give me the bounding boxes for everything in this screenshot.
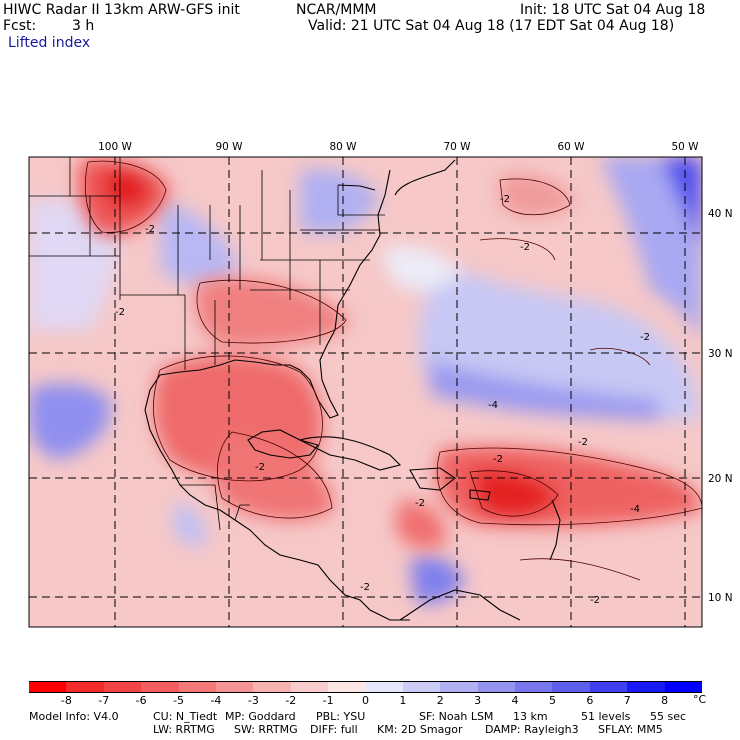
lon-label: 50 W: [671, 141, 699, 153]
contour-label: -2: [115, 307, 125, 318]
colorbar-tick-label: 6: [586, 694, 594, 707]
lat-lon-grid: [29, 157, 702, 627]
contour-label: -2: [255, 462, 265, 473]
colorbar-cell: [440, 681, 479, 693]
colorbar-tick-label: 1: [399, 694, 407, 707]
lat-label: 40 N: [708, 208, 733, 220]
model-info-item: SF: Noah LSM: [419, 710, 494, 723]
latitude-labels: 40 N 30 N 20 N 10 N: [708, 208, 733, 604]
colorbar-cell: [589, 681, 628, 693]
colorbar-cell: [664, 681, 703, 693]
model-info-item: MP: Goddard: [225, 710, 296, 723]
colorbar-tick-label: 7: [623, 694, 631, 707]
colorbar-cell: [253, 681, 292, 693]
forecast-label: Fcst:: [3, 18, 37, 34]
lat-label: 30 N: [708, 348, 733, 360]
init-time: Init: 18 UTC Sat 04 Aug 18: [520, 2, 706, 18]
colorbar-tick-label: 8: [661, 694, 669, 707]
colorbar-cell: [552, 681, 591, 693]
colorbar-cell: [103, 681, 142, 693]
model-info-item: DIFF: full: [310, 723, 358, 736]
colorbar-tick-label: -3: [247, 694, 259, 707]
model-info-item: DAMP: Rayleigh3: [485, 723, 579, 736]
colorbar-cell: [328, 681, 366, 693]
model-info-item: SFLAY: MM5: [598, 723, 663, 736]
colorbar-cell: [178, 681, 217, 693]
colorbar-cell: [627, 681, 666, 693]
map-frame: [28, 156, 703, 628]
longitude-labels: 100 W 90 W 80 W 70 W 60 W 50 W: [98, 141, 699, 153]
coastlines: [144, 159, 561, 621]
colorbar-tick-label: -7: [98, 694, 110, 707]
model-info-item: 13 km: [513, 710, 548, 723]
model-info-item: 51 levels: [581, 710, 631, 723]
model-title: HIWC Radar II 13km ARW-GFS init: [3, 2, 240, 18]
lon-label: 70 W: [443, 141, 471, 153]
org-label: NCAR/MMM: [296, 2, 377, 18]
contour-label: -2: [500, 194, 510, 205]
colorbar-tick-label: 3: [474, 694, 482, 707]
colorbar-tick-label: -8: [60, 694, 72, 707]
colorbar-cell: [215, 681, 254, 693]
model-info-item: LW: RRTMG: [153, 723, 215, 736]
lon-label: 100 W: [98, 141, 132, 153]
lon-label: 90 W: [215, 141, 243, 153]
lon-label: 60 W: [557, 141, 585, 153]
colorbar-tick-label: 2: [436, 694, 444, 707]
model-info-item: SW: RRTMG: [234, 723, 298, 736]
lat-label: 10 N: [708, 592, 733, 604]
model-info-item: KM: 2D Smagor: [377, 723, 463, 736]
colorbar-cell: [515, 681, 553, 693]
model-info-item: 55 sec: [650, 710, 687, 723]
contour-label: -2: [415, 498, 425, 509]
colorbar-tick-label: 4: [511, 694, 519, 707]
field-name: Lifted index: [8, 35, 91, 51]
colorbar-tick-label: -1: [322, 694, 334, 707]
colorbar-tick-label: -6: [135, 694, 147, 707]
colorbar-cell: [477, 681, 516, 693]
contour-label: -2: [520, 242, 530, 253]
map-field-layer: -2 -2 -2 -2 -2 -4 -2 -2 -2 -2 -4 -2 -2: [29, 157, 702, 627]
contour-label: -2: [590, 595, 600, 606]
colorbar-tick-label: 0: [362, 694, 369, 707]
contour-label: -2: [145, 224, 155, 235]
colorbar-tick-label: -4: [210, 694, 222, 707]
colorbar-unit: °C: [693, 693, 707, 706]
colorbar-tick-label: -5: [173, 694, 185, 707]
contour-label: -2: [578, 437, 588, 448]
colorbar-tick-label: -2: [285, 694, 297, 707]
colorbar-cell: [402, 681, 441, 693]
contour-label: -2: [640, 332, 650, 343]
lon-label: 80 W: [329, 141, 357, 153]
model-info-item: PBL: YSU: [316, 710, 366, 723]
state-borders: [29, 157, 385, 531]
valid-time: Valid: 21 UTC Sat 04 Aug 18 (17 EDT Sat …: [308, 18, 675, 34]
contour-label: -4: [630, 504, 640, 515]
colorbar-cell: [29, 681, 67, 693]
contour-label: -2: [360, 582, 370, 593]
colorbar-cell: [141, 681, 180, 693]
lat-label: 20 N: [708, 473, 733, 485]
contour-label-layer: -2 -2 -2 -2 -2 -4 -2 -2 -2 -2 -4 -2 -2: [115, 194, 650, 606]
colorbar-cell: [290, 681, 329, 693]
stable-areas: [29, 157, 702, 604]
contour-label: -2: [493, 454, 503, 465]
model-info-item: CU: N_Tiedt: [153, 710, 218, 723]
forecast-hour: 3 h: [72, 18, 95, 34]
contour-label: -4: [488, 400, 498, 411]
colorbar-cell: [66, 681, 105, 693]
colorbar-tick-label: 5: [548, 694, 556, 707]
colorbar-cell: [365, 681, 404, 693]
model-info-item: Model Info: V4.0: [29, 710, 119, 723]
